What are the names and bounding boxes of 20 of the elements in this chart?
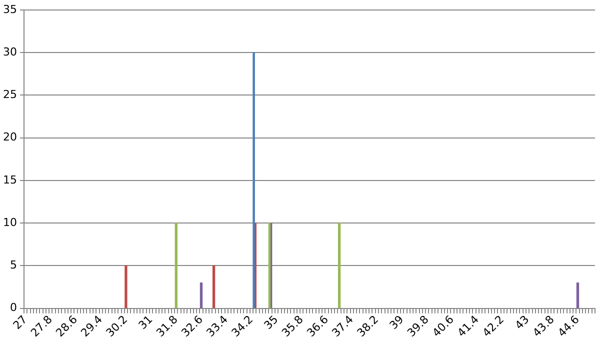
x-tick-label: 27 — [10, 312, 30, 332]
x-tick-label: 35 — [262, 312, 281, 332]
y-tick-label: 35 — [2, 2, 17, 16]
y-tick-label: 25 — [2, 88, 17, 102]
x-tick-label: 43 — [512, 312, 532, 332]
bar — [174, 222, 178, 308]
y-tick-label: 5 — [10, 258, 17, 272]
y-tick-label: 20 — [2, 130, 17, 144]
bar — [200, 282, 203, 308]
y-tick-label: 0 — [10, 301, 17, 314]
bar — [252, 52, 255, 308]
bar — [576, 282, 580, 308]
bar — [212, 265, 216, 308]
x-tick-label: 31 — [136, 312, 156, 332]
x-tick-label: 39 — [387, 312, 406, 332]
y-tick-label: 30 — [2, 45, 17, 58]
y-tick-label: 15 — [2, 173, 17, 186]
y-tick-label: 10 — [2, 216, 17, 229]
bar — [338, 222, 341, 308]
bar — [124, 265, 128, 308]
